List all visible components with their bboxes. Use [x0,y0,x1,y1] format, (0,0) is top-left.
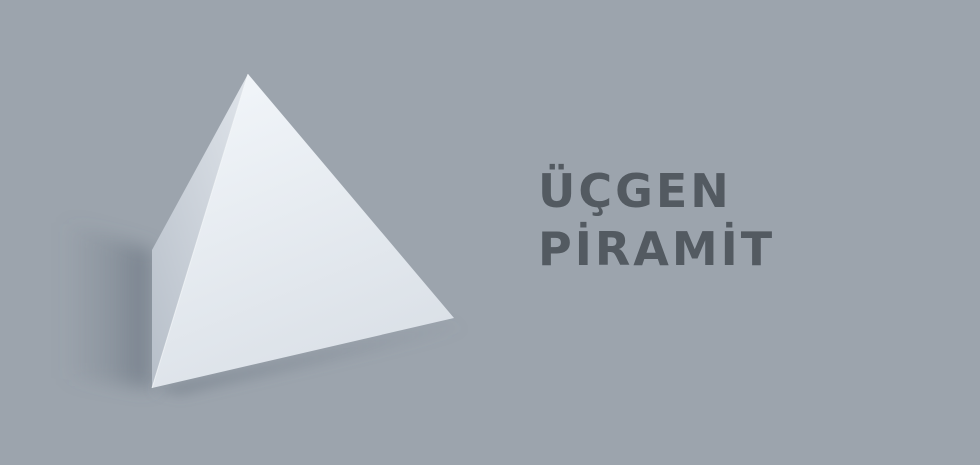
pyramid-edge [151,73,249,389]
title-line-2: PİRAMİT [538,222,776,276]
pyramid-shadow [62,220,152,388]
page-title: ÜÇGEN PİRAMİT [538,162,775,278]
title-line-1: ÜÇGEN [538,164,732,218]
pyramid-front-face [152,74,454,388]
pyramid-floor-shadow [152,320,470,395]
